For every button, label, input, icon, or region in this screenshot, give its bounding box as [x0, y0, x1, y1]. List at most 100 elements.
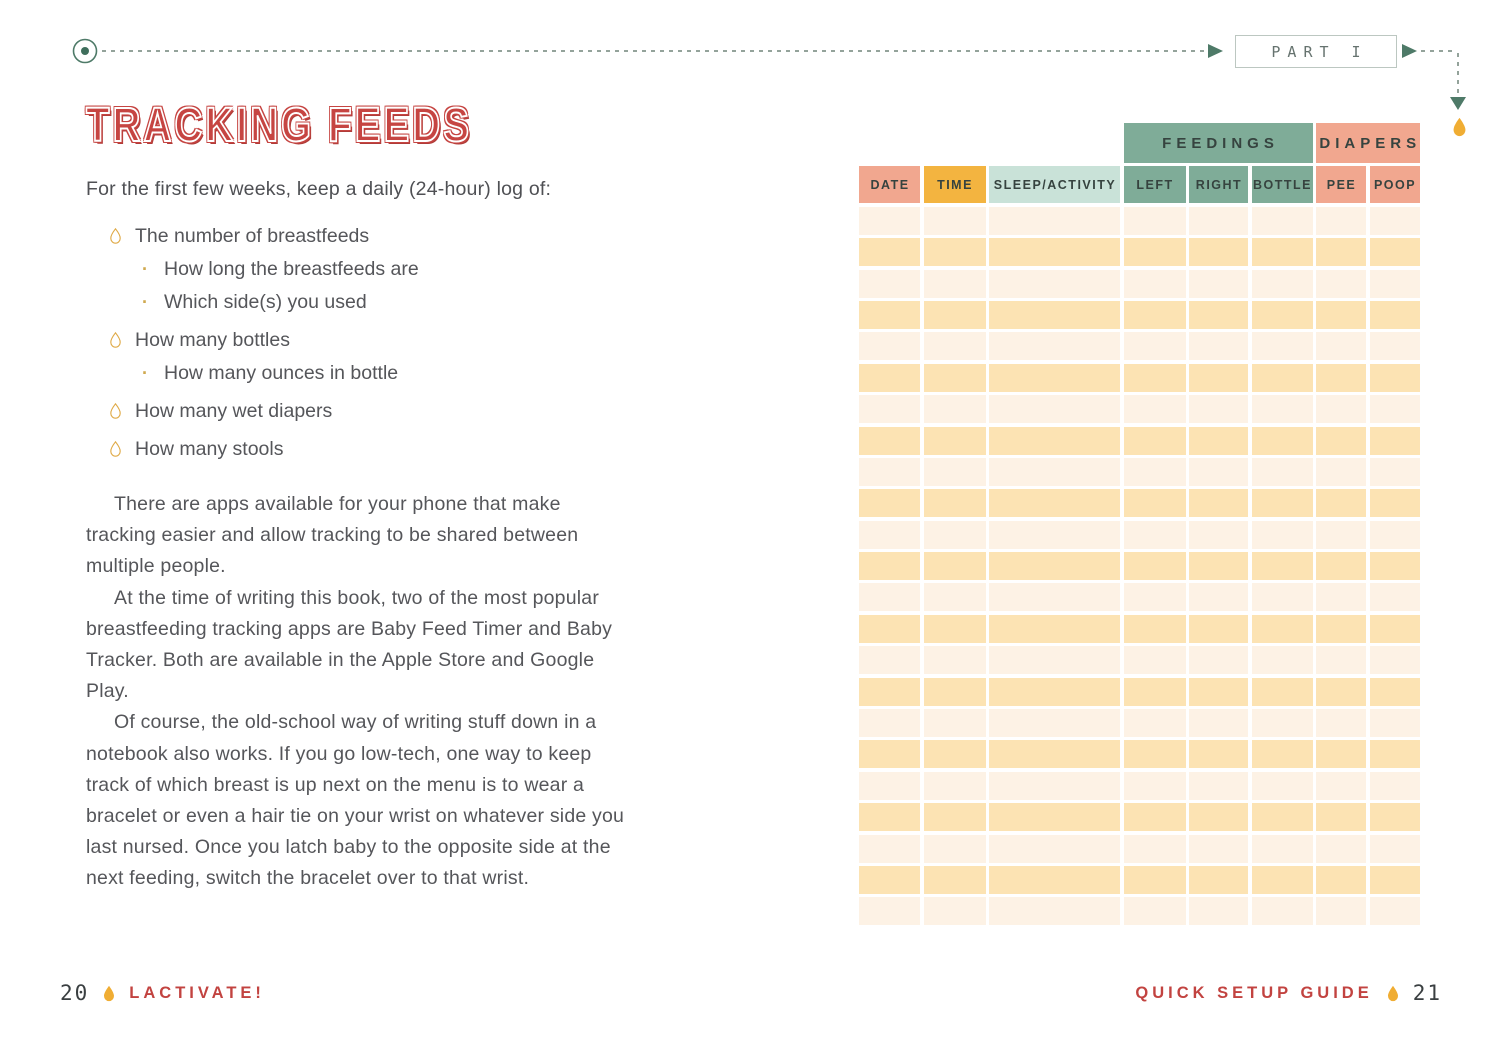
table-cell	[923, 206, 986, 235]
table-cell	[1316, 332, 1366, 361]
table-cell	[1251, 332, 1313, 361]
table-cell	[989, 583, 1120, 612]
bullseye-icon	[72, 38, 98, 64]
table-cell	[1369, 520, 1420, 549]
section-title: QUICK SETUP GUIDE	[1135, 983, 1373, 1002]
right-page-footer: QUICK SETUP GUIDE 21	[1135, 981, 1442, 1005]
table-cell	[1123, 426, 1186, 455]
table-cell	[923, 803, 986, 832]
table-cell	[1369, 457, 1420, 486]
droplet-outline-icon	[110, 402, 121, 419]
table-cell	[1369, 238, 1420, 267]
bullet-text: How many stools	[135, 437, 284, 460]
table-cell	[923, 897, 986, 926]
table-cell	[1123, 552, 1186, 581]
table-cell	[989, 740, 1120, 769]
table-cell	[923, 646, 986, 675]
dotted-rule	[102, 50, 1206, 52]
table-cell	[1251, 865, 1313, 894]
dotted-rule	[1421, 50, 1457, 52]
table-cell	[1123, 457, 1186, 486]
table-cell	[1316, 614, 1366, 643]
group-header-feedings: FEEDINGS	[1123, 123, 1313, 163]
table-cell	[1369, 426, 1420, 455]
table-cell	[989, 332, 1120, 361]
table-cell	[1189, 269, 1248, 298]
column-header-right: RIGHT	[1189, 166, 1248, 204]
table-cell	[989, 395, 1120, 424]
droplet-icon	[1453, 117, 1466, 137]
bullet-item: The number of breastfeeds	[108, 224, 668, 248]
table-cell	[1369, 363, 1420, 392]
table-cell	[1316, 300, 1366, 329]
droplet-icon	[1387, 985, 1398, 1001]
table-cell	[1316, 803, 1366, 832]
bullet-text: The number of breastfeeds	[135, 224, 370, 247]
droplet-outline-icon	[110, 331, 121, 348]
table-cell	[1316, 426, 1366, 455]
table-cell	[1189, 865, 1248, 894]
table-cell	[989, 803, 1120, 832]
table-cell	[989, 300, 1120, 329]
arrow-right-icon	[1208, 44, 1223, 58]
table-cell	[1189, 803, 1248, 832]
droplet-outline-icon	[110, 227, 121, 244]
table-cell	[1369, 771, 1420, 800]
table-cell	[1189, 740, 1248, 769]
table-cell	[1369, 646, 1420, 675]
table-cell	[1251, 426, 1313, 455]
table-cell	[859, 552, 920, 581]
table-cell	[1316, 771, 1366, 800]
table-cell	[1123, 206, 1186, 235]
paragraph: At the time of writing this book, two of…	[86, 586, 613, 703]
table-cell	[1316, 740, 1366, 769]
table-cell	[1123, 489, 1186, 518]
table-cell	[923, 771, 986, 800]
part-label: PART I	[1271, 42, 1368, 61]
table-cell	[1123, 238, 1186, 267]
bullet-item: How many bottles	[108, 328, 668, 352]
table-cell	[1189, 709, 1248, 738]
table-cell	[923, 238, 986, 267]
table-cell	[859, 771, 920, 800]
table-cell	[923, 552, 986, 581]
table-cell	[1251, 834, 1313, 863]
table-cell	[1369, 395, 1420, 424]
table-cell	[1251, 646, 1313, 675]
table-cell	[989, 834, 1120, 863]
table-cell	[1123, 395, 1186, 424]
table-cell	[1316, 489, 1366, 518]
table-cell	[989, 489, 1120, 518]
table-cell	[1189, 520, 1248, 549]
table-cell	[1189, 363, 1248, 392]
table-cell	[1251, 238, 1313, 267]
table-cell	[989, 457, 1120, 486]
column-header-pee: PEE	[1316, 166, 1366, 204]
table-cell	[1189, 300, 1248, 329]
table-cell	[1316, 520, 1366, 549]
table-cell	[1251, 552, 1313, 581]
table-cell	[859, 332, 920, 361]
table-cell	[1189, 426, 1248, 455]
table-cell	[859, 489, 920, 518]
table-cell	[923, 300, 986, 329]
table-cell	[1123, 771, 1186, 800]
table-cell	[1251, 269, 1313, 298]
table-cell	[1316, 552, 1366, 581]
table-cell	[1316, 865, 1366, 894]
bullet-item: How many stools	[108, 437, 668, 461]
table-cell	[859, 269, 920, 298]
table-cell	[1189, 771, 1248, 800]
page-number: 20	[60, 981, 90, 1005]
column-header-poop: POOP	[1369, 166, 1420, 204]
table-cell	[1251, 583, 1313, 612]
table-cell	[1123, 520, 1186, 549]
table-cell	[1123, 677, 1186, 706]
table-cell	[923, 332, 986, 361]
left-page-footer: 20 LACTIVATE!	[60, 981, 265, 1005]
table-cell	[1316, 238, 1366, 267]
table-cell	[1251, 395, 1313, 424]
table-cell	[1369, 206, 1420, 235]
dot-bullet-icon: ·	[142, 258, 148, 279]
table-cell	[989, 552, 1120, 581]
